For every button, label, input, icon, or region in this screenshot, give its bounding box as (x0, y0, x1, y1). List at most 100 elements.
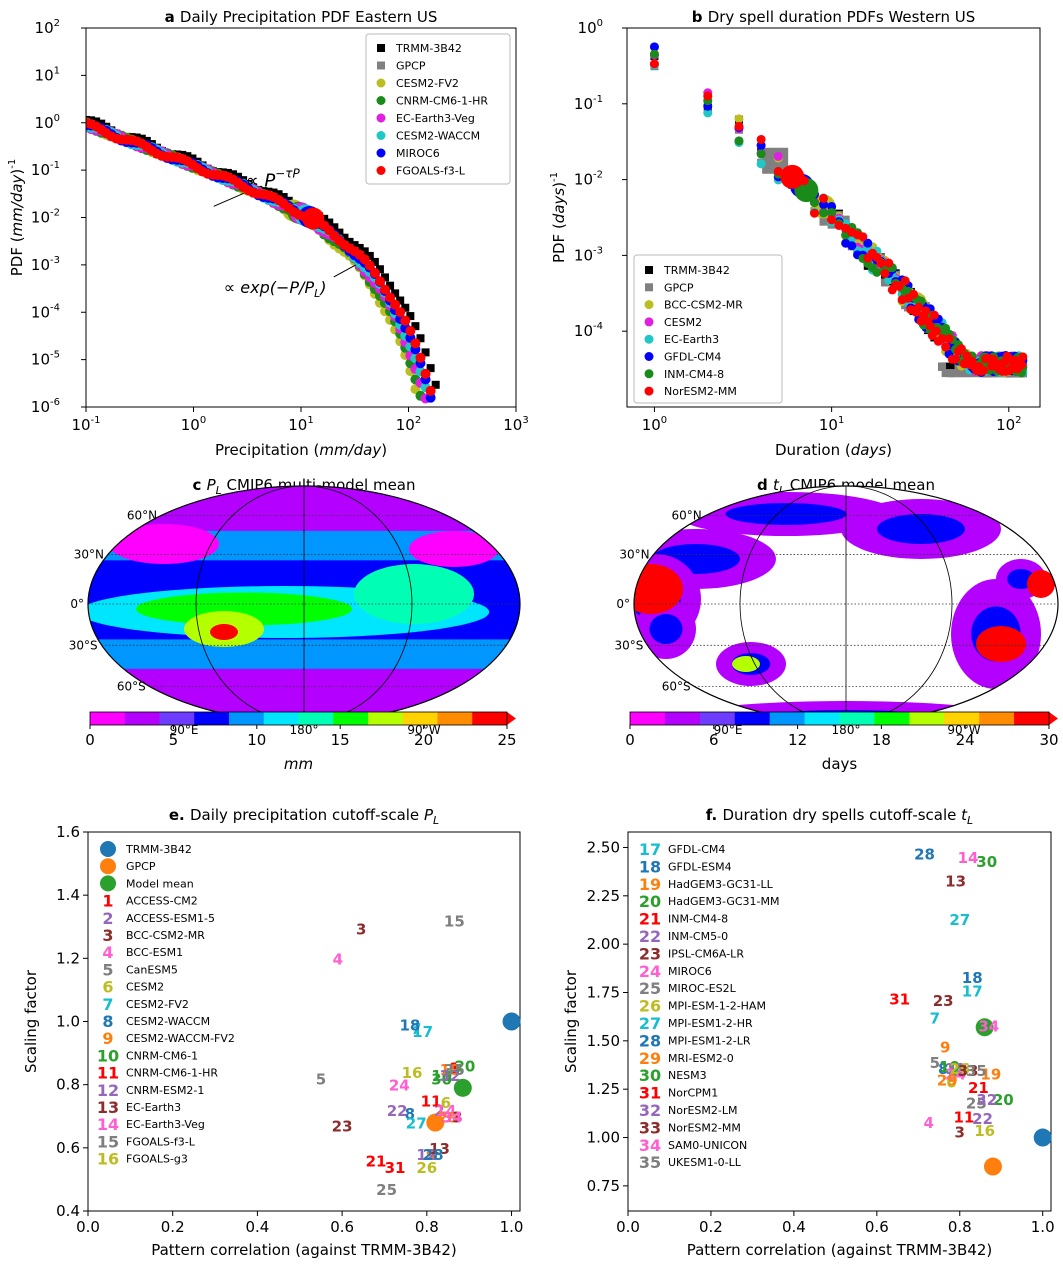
model-label: 25 (966, 1095, 987, 1113)
panel-d-colorbar: 0 6 12 18 24 30 days (625, 711, 1059, 773)
data-point (279, 193, 288, 202)
data-point (929, 310, 939, 320)
panel-f-legend: 17 GFDL-CM4 18 GFDL-ESM4 19 HadGEM3-GC31-LL 20… (639, 840, 780, 1172)
reference-marker (502, 1012, 521, 1031)
panel-b-legend: TRMM-3B42 GPCP BCC-CSM2-MR CESM2 EC-Earth3 GF… (633, 254, 783, 404)
y-tick-label: 10-3 (574, 245, 603, 264)
colorbar-segment (194, 712, 230, 725)
colorbar-tick-label: 24 (956, 731, 975, 749)
data-point (425, 385, 436, 396)
legend-number: 33 (639, 1118, 661, 1137)
colorbar-tick-label: 0 (625, 731, 635, 749)
legend-number: 35 (639, 1153, 661, 1172)
y-tick-label: 0.75 (587, 1177, 620, 1195)
data-point (819, 217, 828, 226)
colorbar-segment (229, 712, 265, 725)
x-tick-label: 0.8 (415, 1218, 439, 1236)
legend-label: GPCP (664, 281, 694, 294)
legend-label: CNRM-CM6-1 (126, 1049, 198, 1062)
colorbar-label: mm (284, 755, 313, 773)
x-tick-label: 102 (396, 415, 421, 434)
legend-label: CNRM-CM6-1-HR (126, 1067, 218, 1080)
model-label: 15 (444, 912, 465, 930)
colorbar-segment (159, 712, 195, 725)
data-point (364, 260, 375, 271)
model-label: 9 (940, 1039, 950, 1057)
legend-number: 22 (639, 927, 661, 946)
y-tick-label: 100 (578, 18, 603, 37)
model-label: 33 (958, 1062, 979, 1080)
model-label: 9 (426, 1146, 436, 1164)
panel-f: f. Duration dry spells cutoff-scale tL 0.… (562, 806, 1055, 1259)
y-tick-label: 10-2 (31, 208, 60, 227)
model-label: 17 (412, 1023, 433, 1041)
data-point (921, 306, 931, 316)
y-tick-label: 102 (35, 18, 60, 37)
data-point (1018, 352, 1028, 362)
colorbar-segment (944, 712, 980, 725)
x-tick-label: 103 (503, 415, 528, 434)
data-point (350, 241, 359, 250)
legend-number: 17 (639, 840, 661, 859)
model-label: 19 (980, 1066, 1001, 1084)
data-point (381, 273, 390, 282)
y-tick-label: 10-3 (31, 255, 60, 274)
y-tick-label: 1.2 (56, 949, 80, 967)
y-tick-label: 1.0 (56, 1013, 80, 1031)
colorbar-segment (263, 712, 299, 725)
y-tick-label: 2.25 (587, 887, 620, 905)
data-point (945, 362, 954, 371)
legend-label: INM-CM5-0 (668, 930, 728, 943)
data-point (360, 247, 369, 256)
legend-label: BCC-ESM1 (126, 946, 183, 959)
model-label: 14 (435, 1102, 456, 1120)
legend-number: 4 (102, 943, 113, 962)
data-point (649, 42, 659, 52)
model-label: 32 (440, 1067, 461, 1085)
legend-label: GFDL-CM4 (664, 351, 721, 364)
legend-label: NorESM2-MM (664, 385, 737, 398)
panel-c: c PL CMIP6 multi-model mean60°N30°N0°30°… (69, 476, 521, 773)
legend-label: ACCESS-CM2 (126, 895, 198, 908)
model-label: 3 (955, 1124, 965, 1142)
data-point (340, 233, 349, 242)
reference-marker (1033, 1128, 1052, 1147)
model-label: 21 (366, 1152, 387, 1170)
data-point (979, 366, 989, 376)
legend-marker (376, 166, 386, 175)
legend-number: 3 (102, 926, 113, 945)
colorbar-tick-label: 15 (331, 731, 350, 749)
annotation-arrow (213, 192, 244, 207)
x-tick-label: 100 (181, 415, 206, 434)
lat-label: 30°S (69, 638, 98, 652)
y-tick-label: 10-4 (31, 302, 60, 321)
model-label: 20 (455, 1058, 476, 1076)
model-label: 5 (930, 1054, 940, 1072)
model-label: 31 (889, 990, 910, 1008)
legend-label: NorESM2-MM (668, 1121, 741, 1134)
y-tick-label: 10-1 (574, 94, 603, 113)
legend-number: 1 (102, 892, 113, 911)
field-land-mid (725, 503, 847, 525)
legend-label: CESM2 (664, 316, 702, 329)
panel-f-title: f. Duration dry spells cutoff-scale tL (706, 806, 973, 827)
legend-label: EC-Earth3-Veg (126, 1118, 205, 1131)
model-label: 4 (923, 1114, 933, 1132)
legend-label: NorESM2-LM (668, 1104, 738, 1117)
model-label: 14 (958, 849, 979, 867)
colorbar-tick-label: 20 (414, 731, 433, 749)
lat-label: 30°N (74, 547, 104, 561)
model-label: 26 (416, 1159, 437, 1177)
reference-marker (426, 1113, 445, 1132)
colorbar-segment (1014, 712, 1050, 725)
colorbar-segment (472, 712, 508, 725)
legend-label: UKESM1-0-LL (668, 1156, 742, 1169)
model-label: 8 (405, 1105, 415, 1123)
panel-f-frame (627, 831, 1052, 1212)
panel-a-xlabel: Precipitation (mm/day) (215, 441, 387, 459)
model-label: 26 (949, 1060, 970, 1078)
data-point (884, 275, 894, 285)
model-label: 28 (914, 845, 935, 863)
legend-number: 5 (102, 960, 113, 979)
colorbar-segment (333, 712, 369, 725)
